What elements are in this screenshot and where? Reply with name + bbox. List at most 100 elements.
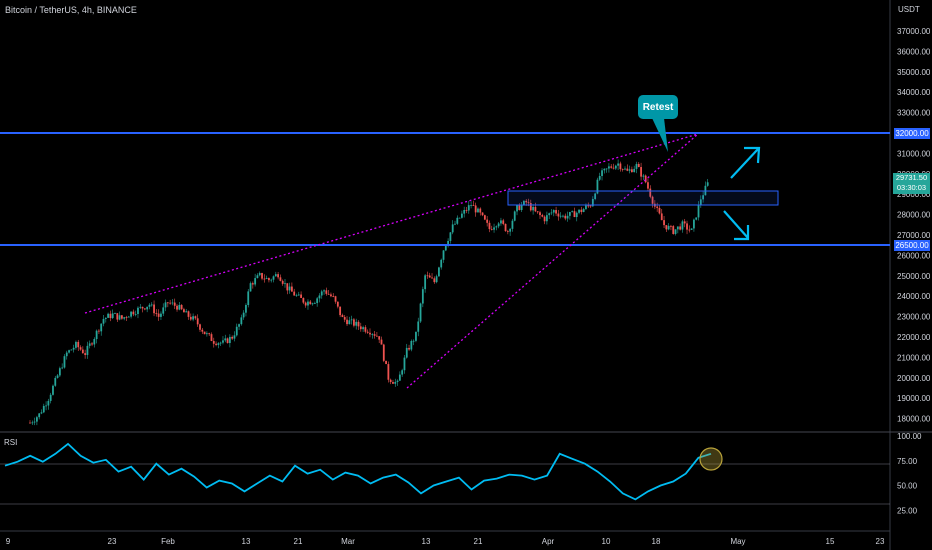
candle-body — [75, 341, 77, 348]
candle-body — [580, 209, 583, 213]
candle-body — [502, 220, 505, 224]
time-tick-label: 10 — [602, 537, 611, 546]
candle-body — [523, 200, 525, 205]
rsi-axis[interactable]: 100.00 75.00 50.00 25.00 — [897, 432, 922, 515]
upper-trendline[interactable] — [84, 133, 699, 314]
candle-body — [596, 179, 599, 194]
candle-body — [355, 321, 358, 326]
candle-body — [160, 313, 162, 317]
candle-body — [357, 321, 360, 327]
time-tick-label: 23 — [108, 537, 117, 546]
candle-body — [589, 205, 592, 207]
candle-body — [323, 290, 325, 292]
candle-body — [493, 227, 495, 230]
time-tick-label: May — [730, 537, 745, 546]
level-label-32000: 32000.00 — [894, 128, 930, 139]
candle-body — [88, 343, 91, 346]
candle-body — [630, 169, 633, 173]
candle-body — [219, 342, 222, 344]
candle-body — [504, 223, 507, 232]
price-tick-label: 24000.00 — [897, 292, 931, 301]
candle-body — [624, 168, 626, 170]
time-tick-label: 18 — [652, 537, 661, 546]
candle-body — [150, 304, 153, 306]
candle-body — [557, 213, 560, 217]
candle-body — [438, 267, 440, 277]
candle-body — [398, 374, 401, 381]
candle-body — [84, 353, 87, 355]
time-tick-label: 21 — [294, 537, 303, 546]
candle-body — [295, 295, 298, 297]
candle-body — [477, 208, 479, 213]
candle-body — [334, 296, 337, 302]
candle-body — [564, 215, 567, 219]
candle-body — [651, 196, 654, 204]
candle-body — [451, 224, 454, 233]
candle-body — [93, 339, 96, 345]
candle-body — [139, 306, 142, 308]
price-tick-label: 36000.00 — [897, 47, 931, 56]
candle-body — [373, 334, 376, 336]
candle-body — [690, 228, 693, 230]
candle-body — [548, 213, 551, 216]
candle-body — [405, 347, 408, 358]
candle-body — [45, 405, 47, 407]
arrow-down-icon[interactable] — [723, 210, 750, 241]
candle-body — [559, 215, 562, 217]
candle-body — [47, 400, 50, 406]
candle-body — [495, 226, 498, 228]
candle-body — [640, 167, 642, 177]
candle-body — [506, 231, 509, 232]
candle-body — [578, 209, 580, 213]
lower-trendline[interactable] — [406, 133, 699, 389]
candle-body — [670, 225, 672, 227]
time-tick-label: 13 — [422, 537, 431, 546]
candle-body — [676, 226, 679, 230]
candle-body — [210, 334, 213, 342]
candle-body — [79, 347, 82, 350]
price-tick-label: 20000.00 — [897, 374, 931, 383]
candle-body — [61, 367, 64, 369]
price-axis[interactable]: 37000.00 36000.00 35000.00 34000.00 33000.00… — [897, 27, 931, 424]
candle-body — [428, 275, 431, 278]
candle-body — [380, 339, 383, 345]
candle-body — [217, 343, 220, 345]
candle-body — [231, 336, 234, 339]
candle-body — [226, 338, 229, 344]
price-tick-label: 21000.00 — [897, 353, 931, 362]
candle-body — [545, 215, 548, 222]
candle-body — [100, 323, 103, 332]
retest-annotation[interactable]: Retest — [638, 95, 678, 119]
candle-body — [263, 278, 266, 280]
candle-body — [336, 301, 339, 307]
candle-body — [164, 302, 167, 308]
candle-body — [146, 306, 149, 310]
price-tick-label: 27000.00 — [897, 231, 931, 240]
candle-body — [261, 273, 263, 279]
candle-body — [353, 319, 355, 326]
candle-body — [286, 283, 289, 291]
candle-body — [111, 313, 114, 319]
candle-body — [474, 205, 477, 213]
candle-body — [435, 276, 438, 283]
candle-body — [679, 226, 682, 230]
price-tick-label: 18000.00 — [897, 415, 931, 424]
candle-body — [412, 340, 415, 342]
rsi-highlight-circle[interactable] — [699, 447, 723, 471]
candle-body — [362, 327, 365, 330]
candle-body — [114, 313, 116, 315]
candle-body — [421, 289, 424, 304]
candle-body — [120, 315, 123, 319]
candle-body — [587, 205, 590, 207]
arrow-up-icon[interactable] — [730, 146, 761, 179]
candle-body — [228, 336, 231, 344]
time-axis[interactable]: 9 23 Feb 13 21 Mar 13 21 Apr 10 18 May 15 23 — [6, 537, 885, 546]
candle-body — [123, 317, 126, 319]
candle-body — [672, 226, 675, 234]
time-tick-label: 21 — [474, 537, 483, 546]
retest-zone[interactable] — [507, 190, 779, 206]
candle-body — [102, 318, 105, 324]
candle-body — [187, 311, 190, 317]
candle-body — [481, 212, 484, 216]
